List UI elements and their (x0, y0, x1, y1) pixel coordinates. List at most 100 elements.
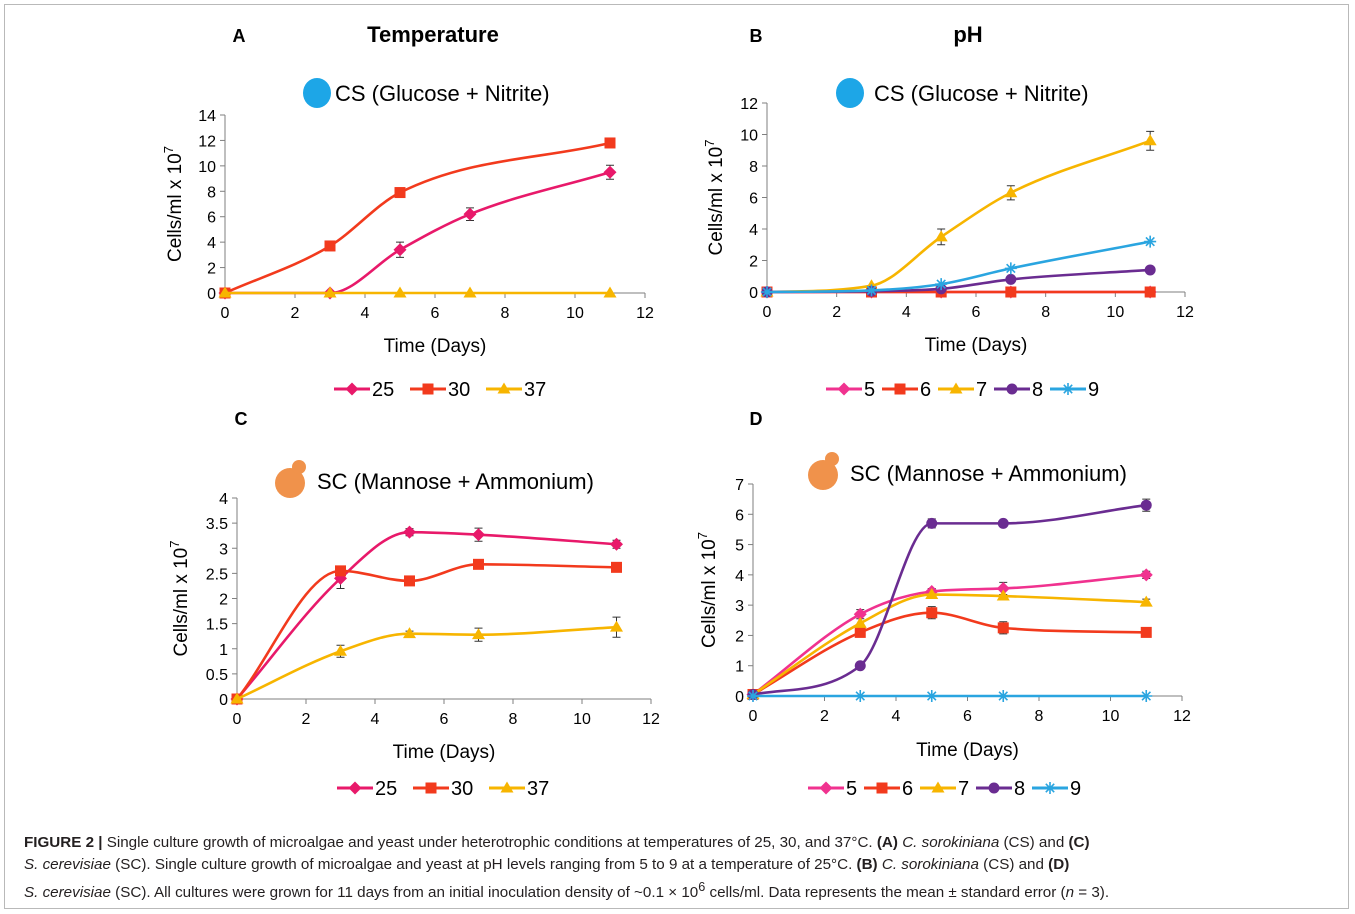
series-30 (219, 137, 616, 299)
y-tick-label: 14 (198, 108, 216, 125)
y-tick-label: 1 (219, 642, 228, 659)
data-point (865, 284, 878, 297)
y-tick-label: 0 (749, 285, 758, 302)
x-tick-label: 6 (440, 711, 449, 728)
y-tick-label: 12 (740, 96, 758, 113)
caption-label-b: (B) (856, 856, 878, 873)
series-5 (746, 568, 1153, 701)
y-tick-label: 7 (735, 477, 744, 494)
legend-label: 5 (864, 379, 875, 401)
x-tick-label: 8 (1035, 708, 1044, 725)
series-37 (218, 286, 617, 298)
y-tick-label: 8 (207, 184, 216, 201)
series-9 (761, 235, 1157, 298)
legend-marker (949, 382, 963, 394)
x-tick-label: 12 (636, 305, 654, 322)
x-tick-label: 0 (233, 711, 242, 728)
x-tick-label: 4 (371, 711, 380, 728)
caption-text: (SC). Single culture growth of microalga… (110, 856, 857, 873)
caption-n: n (1065, 884, 1075, 902)
legend-marker (425, 782, 437, 794)
panel-title: Temperature (367, 22, 499, 47)
data-point (403, 525, 416, 539)
legend: 25 30 37 (337, 778, 549, 800)
data-point (611, 561, 622, 573)
legend-marker (1006, 383, 1018, 395)
legend-marker (819, 781, 833, 795)
y-axis-title: Cells/ml x 107 (702, 140, 727, 256)
x-tick-label: 6 (431, 305, 440, 322)
x-tick-label: 8 (509, 711, 518, 728)
data-point (472, 528, 485, 542)
legend-label: 25 (375, 778, 397, 800)
data-point (997, 622, 1009, 634)
x-tick-label: 10 (573, 711, 591, 728)
yeast-cell-icon (808, 460, 838, 490)
y-tick-label: 6 (749, 191, 758, 208)
series-line (766, 139, 1151, 294)
x-tick-label: 0 (221, 305, 230, 322)
legend-marker (988, 782, 1000, 794)
series-6 (747, 606, 1152, 700)
yeast-bud-icon (292, 460, 306, 474)
legend-label: 6 (902, 778, 913, 800)
data-point (463, 286, 477, 298)
data-point (1139, 595, 1153, 607)
legend-marker (497, 382, 511, 394)
y-tick-label: 8 (749, 159, 758, 176)
legend-marker (931, 781, 945, 793)
data-point (926, 607, 938, 619)
legend-marker (348, 781, 362, 795)
data-point (925, 690, 938, 702)
data-point (854, 626, 866, 638)
data-point (335, 565, 346, 577)
caption-figure-number: FIGURE 2 | (24, 834, 103, 851)
series-line (236, 530, 617, 700)
legend-label: 9 (1070, 778, 1081, 800)
caption-text: (CS) and (999, 834, 1069, 851)
cs-circle-icon (836, 78, 864, 108)
legend: 5 6 7 8 9 (826, 379, 1099, 401)
data-point (604, 137, 616, 149)
legend-label: 5 (846, 778, 857, 800)
legend-label: 37 (524, 379, 546, 401)
data-point (603, 286, 617, 298)
organism-label: CS (Glucose + Nitrite) (335, 81, 550, 106)
legend-marker (422, 383, 434, 395)
legend: 25 30 37 (334, 379, 546, 401)
data-point (218, 286, 232, 298)
chart-panel-c: C SC (Mannose + Ammonium) 0 0.5 1 1.5 2 2.5 3 3.5… (167, 409, 660, 800)
y-tick-label: 1.5 (206, 617, 228, 634)
data-point (1139, 568, 1153, 582)
data-point (854, 660, 866, 672)
series-37 (230, 616, 623, 704)
data-point (1140, 499, 1152, 511)
series-line (752, 593, 1147, 696)
caption-species: S. cerevisiae (24, 884, 111, 902)
series-line (224, 141, 611, 295)
series-line (224, 170, 611, 295)
x-tick-label: 2 (291, 305, 300, 322)
y-tick-label: 5 (735, 538, 744, 555)
panel-letter: B (750, 26, 763, 46)
y-axis-title: Cells/ml x 107 (167, 541, 192, 657)
y-axis-title: Cells/ml x 107 (695, 532, 720, 648)
y-tick-label: 3.5 (206, 516, 228, 533)
panel-letter: D (750, 409, 763, 429)
data-point (324, 240, 336, 252)
y-tick-label: 4 (207, 235, 216, 252)
data-point (1004, 186, 1018, 198)
y-tick-label: 6 (207, 210, 216, 227)
legend-label: 7 (958, 778, 969, 800)
legend-marker (894, 383, 906, 395)
data-point (1144, 235, 1157, 248)
x-axis-title: Time (Days) (916, 740, 1019, 761)
y-tick-label: 3 (735, 598, 744, 615)
data-point (997, 517, 1009, 529)
caption-text: cells/ml. Data represents the mean ± sta… (705, 884, 1066, 902)
y-tick-label: 10 (740, 128, 758, 145)
data-point (230, 692, 244, 704)
data-point (463, 207, 477, 221)
y-tick-label: 2 (219, 592, 228, 609)
